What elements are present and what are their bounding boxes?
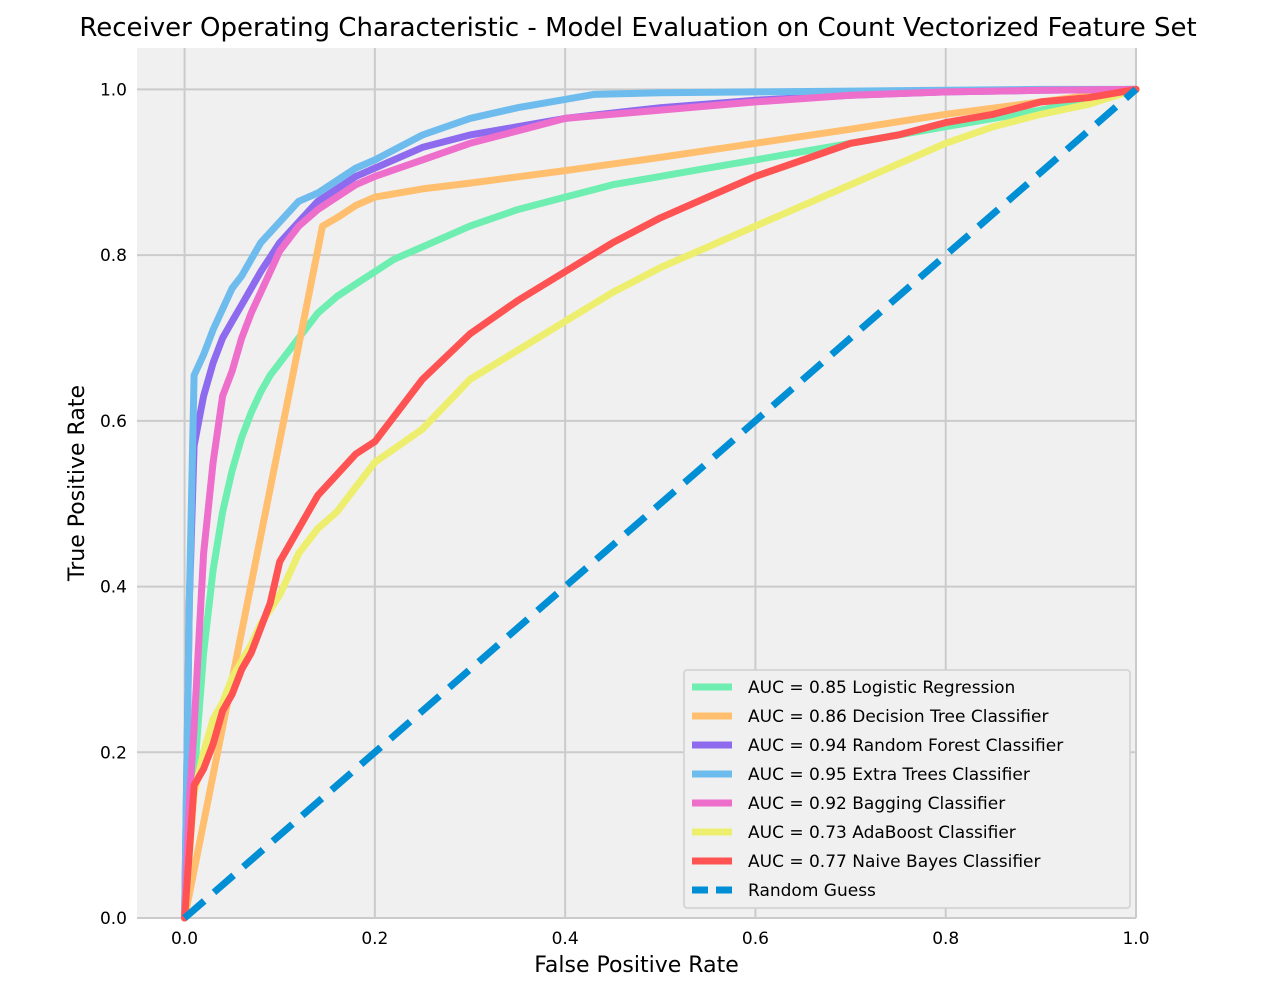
y-tick-label: 0.6: [100, 412, 127, 432]
legend-entry-label: AUC = 0.95 Extra Trees Classifier: [748, 765, 1030, 785]
series-line-3: [181, 85, 1140, 922]
series-line-6: [181, 85, 1140, 922]
x-tick-label: 0.4: [552, 929, 579, 949]
x-tick-label: 0.0: [171, 929, 198, 949]
y-tick-label: 0.2: [100, 743, 127, 763]
legend-entry-label: AUC = 0.73 AdaBoost Classifier: [748, 823, 1016, 843]
x-tick-label: 0.8: [932, 929, 959, 949]
chart-title: Receiver Operating Characteristic - Mode…: [79, 13, 1196, 43]
grid-lines: [137, 48, 1137, 919]
tick-labels: 0.0 0.2 0.4 0.6 0.8 1.0 0.0 0.2 0.4 0.6 0.8 1.0: [100, 80, 1150, 949]
legend-entry-label: Random Guess: [748, 881, 876, 901]
series-line-4: [181, 85, 1140, 922]
x-axis-label: False Positive Rate: [534, 953, 738, 978]
series-line-7: [182, 86, 1139, 921]
legend-entry-label: AUC = 0.86 Decision Tree Classifier: [748, 707, 1048, 727]
legend-entry-label: AUC = 0.77 Naive Bayes Classifier: [748, 852, 1041, 872]
x-tick-label: 0.6: [742, 929, 769, 949]
y-tick-label: 0.0: [100, 909, 127, 929]
x-tick-label: 1.0: [1122, 929, 1149, 949]
series-line-1: [181, 85, 1140, 922]
y-axis-label: True Positive Rate: [65, 385, 90, 582]
series-lines: [181, 85, 1140, 922]
series-line-5: [181, 85, 1140, 922]
y-tick-label: 0.8: [100, 246, 127, 266]
legend-entry-label: AUC = 0.92 Bagging Classifier: [748, 794, 1005, 814]
y-tick-label: 1.0: [100, 80, 127, 100]
legend-entry-label: AUC = 0.94 Random Forest Classifier: [748, 736, 1063, 756]
x-tick-label: 0.2: [361, 929, 388, 949]
y-tick-label: 0.4: [100, 578, 127, 598]
legend-entry-label: AUC = 0.85 Logistic Regression: [748, 678, 1015, 698]
legend-box: [683, 669, 1131, 909]
legend: AUC = 0.85 Logistic Regression AUC = 0.86…: [683, 669, 1131, 909]
